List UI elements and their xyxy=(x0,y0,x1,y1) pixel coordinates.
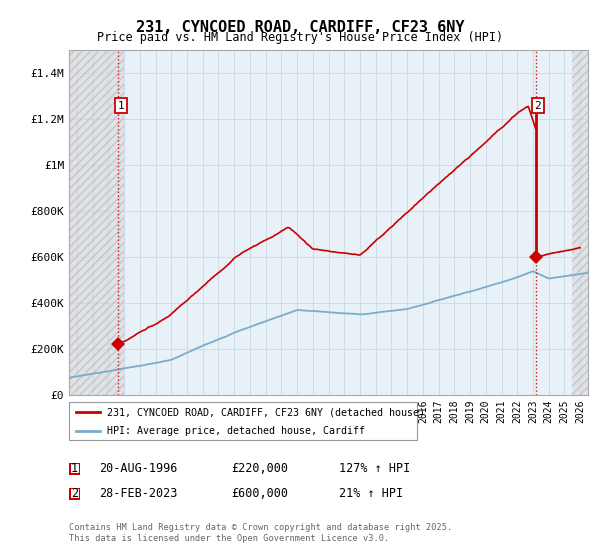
Text: £220,000: £220,000 xyxy=(231,462,288,475)
Text: 231, CYNCOED ROAD, CARDIFF, CF23 6NY (detached house): 231, CYNCOED ROAD, CARDIFF, CF23 6NY (de… xyxy=(107,407,425,417)
Text: 2: 2 xyxy=(71,487,78,501)
Text: 1: 1 xyxy=(117,100,124,110)
Text: Price paid vs. HM Land Registry's House Price Index (HPI): Price paid vs. HM Land Registry's House … xyxy=(97,31,503,44)
Text: 1: 1 xyxy=(71,462,78,475)
Text: £600,000: £600,000 xyxy=(231,487,288,501)
Text: 21% ↑ HPI: 21% ↑ HPI xyxy=(339,487,403,501)
FancyBboxPatch shape xyxy=(70,463,80,474)
Text: 20-AUG-1996: 20-AUG-1996 xyxy=(99,462,178,475)
FancyBboxPatch shape xyxy=(69,402,417,440)
Text: 127% ↑ HPI: 127% ↑ HPI xyxy=(339,462,410,475)
Text: HPI: Average price, detached house, Cardiff: HPI: Average price, detached house, Card… xyxy=(107,426,365,436)
Text: 2: 2 xyxy=(535,100,541,110)
Text: 28-FEB-2023: 28-FEB-2023 xyxy=(99,487,178,501)
FancyBboxPatch shape xyxy=(70,488,80,500)
Text: 231, CYNCOED ROAD, CARDIFF, CF23 6NY: 231, CYNCOED ROAD, CARDIFF, CF23 6NY xyxy=(136,20,464,35)
Text: Contains HM Land Registry data © Crown copyright and database right 2025.
This d: Contains HM Land Registry data © Crown c… xyxy=(69,524,452,543)
